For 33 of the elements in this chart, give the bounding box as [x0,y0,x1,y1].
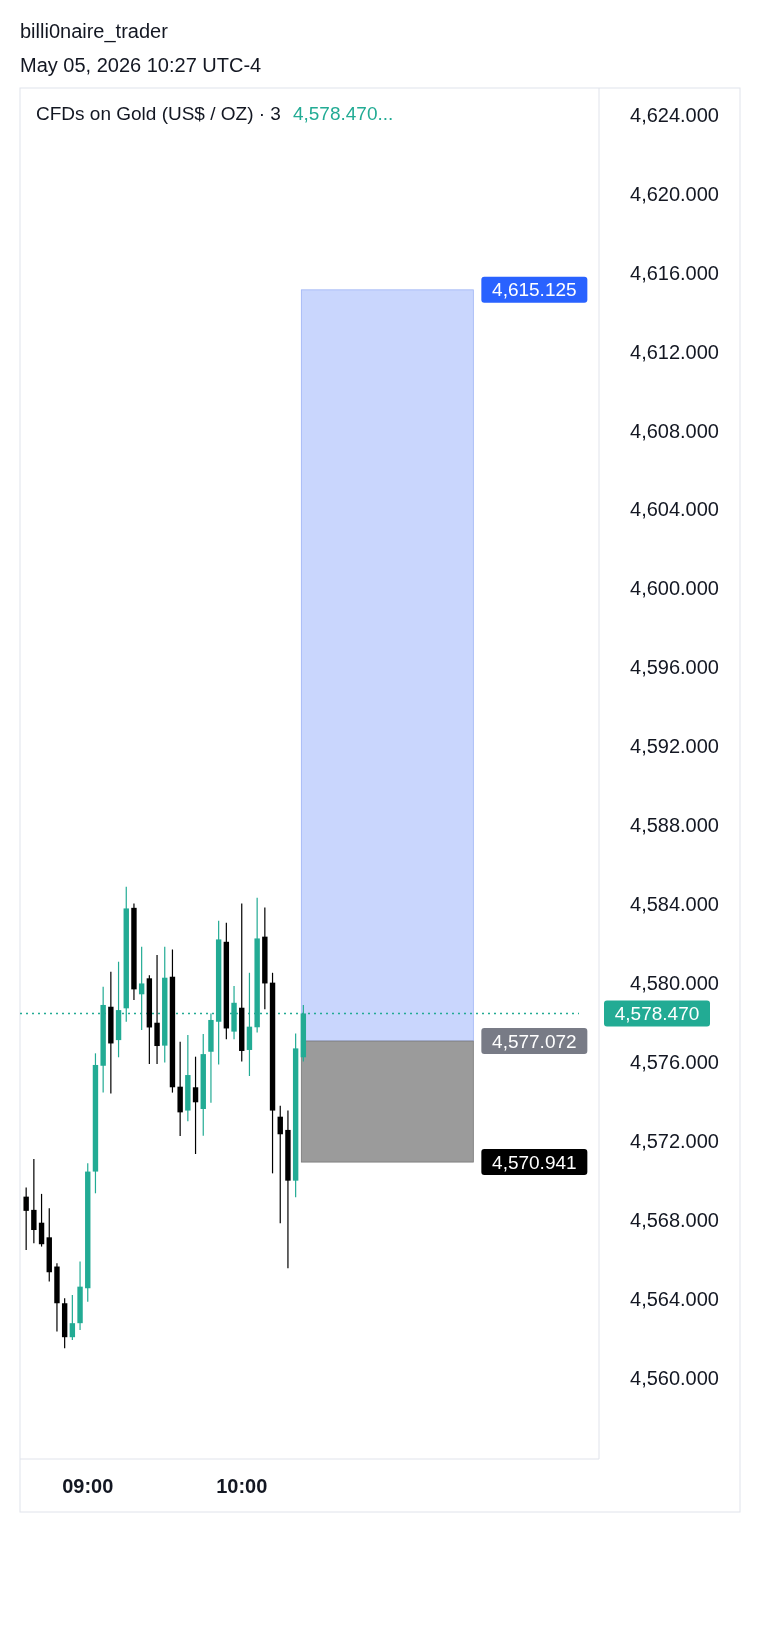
candlestick [69,1294,76,1341]
x-tick-label: 10:00 [216,1475,268,1497]
y-tick-label: 4,620.000 [630,182,719,205]
candlestick [38,1193,45,1248]
candlestick [23,1186,29,1251]
y-tick-label: 4,600.000 [630,577,719,600]
text: billi0naire_trader [20,20,169,43]
y-tick-label: 4,596.000 [630,656,719,679]
x-tick-label: 09:00 [62,1475,114,1497]
band-label: 4,570.941 [492,1151,577,1173]
y-tick-label: 4,572.000 [630,1130,719,1153]
y-tick-label: 4,560.000 [630,1367,719,1390]
annotation: 4,577.072 [492,1030,577,1052]
y-tick-label: 4,584.000 [630,893,719,916]
band-label: 4,615.125 [492,279,577,301]
y-tick-label: 4,592.000 [630,735,719,758]
candlestick [192,1056,199,1155]
y-tick-label: 4,616.000 [630,261,719,284]
y-tick-label: 4,580.000 [630,972,719,995]
candlestick [154,954,160,1065]
y-tick-label: 4,568.000 [630,1209,719,1232]
y-tick-label: 4,564.000 [630,1288,719,1311]
y-tick-label: 4,576.000 [630,1051,719,1074]
text: 4,578.470... [292,103,394,124]
text: CFDs on Gold (US$ / OZ) · 3 [36,103,281,124]
y-tick-label: 4,608.000 [630,419,719,442]
ref-line-label: 4,578.470 [614,1003,700,1025]
y-tick-label: 4,612.000 [630,340,719,363]
y-tick-label: 4,624.000 [630,103,719,126]
y-tick-label: 4,588.000 [630,814,719,837]
text: May 05, 2026 10:27 UTC-4 [20,54,262,76]
y-tick-label: 4,604.000 [630,498,719,521]
candlestick [31,1158,37,1244]
